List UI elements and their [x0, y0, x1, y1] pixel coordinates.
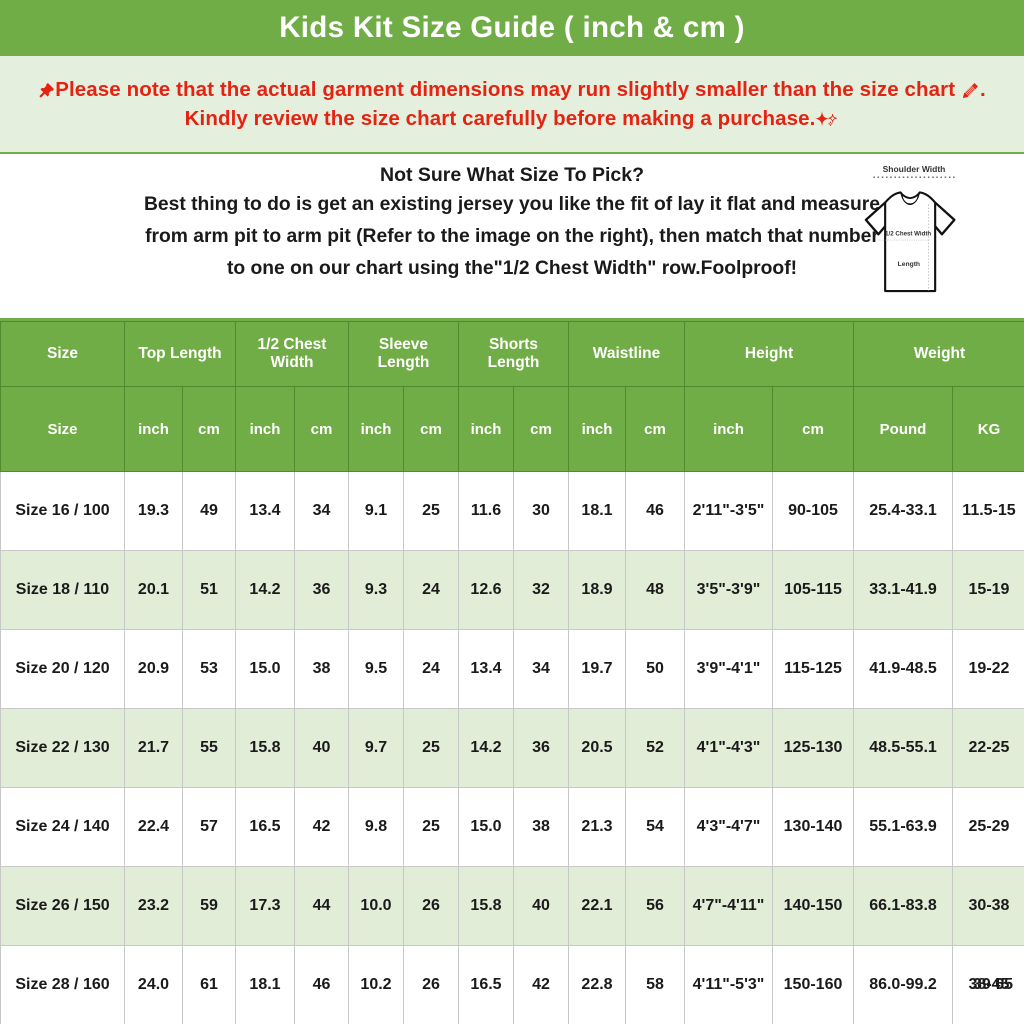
svg-text:1/2 Chest Width: 1/2 Chest Width [885, 230, 931, 237]
svg-text:Length: Length [898, 261, 920, 268]
